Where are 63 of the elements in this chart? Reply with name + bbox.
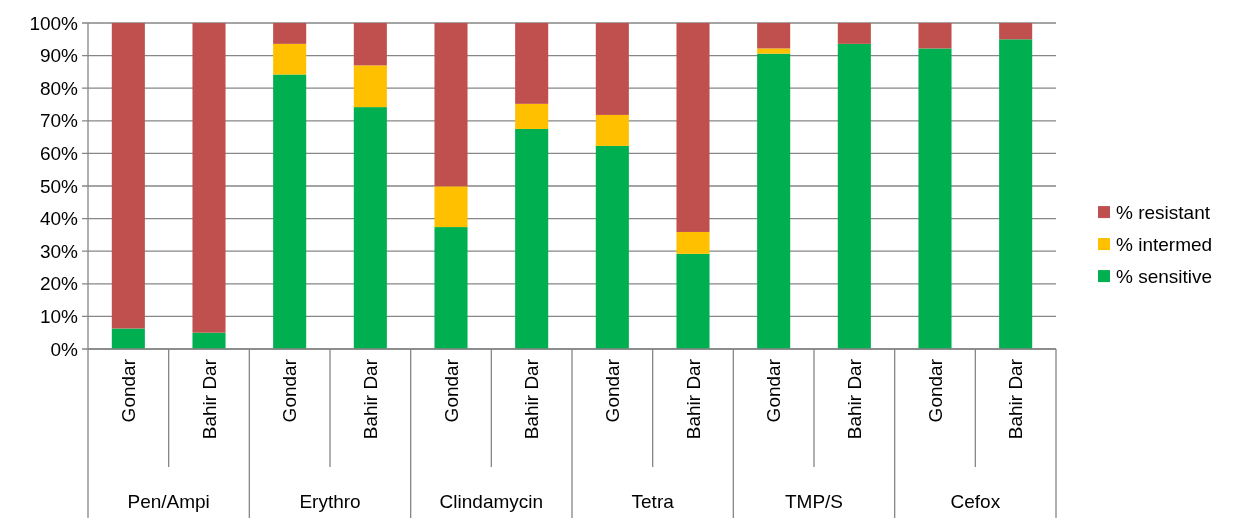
text: Tetra <box>631 491 675 512</box>
bar <box>837 43 871 349</box>
x-tick-label: Bahir Dar <box>521 358 543 440</box>
x-tick-label: Gondar <box>117 358 139 423</box>
x-tick-label: Bahir Dar <box>682 358 704 440</box>
x-tick-label: Bahir Dar <box>1005 358 1027 440</box>
bar <box>111 23 145 329</box>
bar <box>918 48 952 349</box>
bar <box>757 48 791 54</box>
x-tick-label: Gondar <box>279 358 301 423</box>
text: Cefox <box>950 491 1001 512</box>
text: Erythro <box>299 491 361 512</box>
bar <box>757 53 791 349</box>
bar <box>676 231 710 254</box>
legend-label: % intermed <box>1116 233 1213 255</box>
x-tick-label: Bahir Dar <box>198 358 220 440</box>
bar <box>676 253 710 349</box>
y-tick-label: 80% <box>39 77 79 99</box>
bar <box>434 23 468 187</box>
y-tick-label: 100% <box>29 12 79 34</box>
x-tick-label: Gondar <box>924 358 946 423</box>
bar <box>515 128 549 349</box>
bar <box>192 332 226 349</box>
bar <box>757 23 791 49</box>
legend-label: % resistant <box>1116 201 1211 223</box>
text: TMP/S <box>784 491 844 512</box>
bar <box>273 74 307 349</box>
bar <box>434 186 468 228</box>
legend-label: % sensitive <box>1116 265 1213 287</box>
x-tick-label: Bahir Dar <box>359 358 381 440</box>
x-tick-label: Bahir Dar <box>843 358 865 440</box>
bar <box>676 23 710 232</box>
bar <box>353 65 387 108</box>
bar <box>273 23 307 44</box>
bar <box>999 39 1033 349</box>
bar <box>192 23 226 333</box>
bar <box>273 43 307 75</box>
bar <box>595 114 629 146</box>
bar <box>837 23 871 44</box>
y-tick-label: 30% <box>39 240 79 262</box>
y-tick-label: 40% <box>39 208 79 230</box>
x-tick-label: Gondar <box>601 358 623 423</box>
bar <box>595 145 629 349</box>
x-tick-label: Gondar <box>440 358 462 423</box>
bar <box>111 328 145 349</box>
y-tick-label: 20% <box>39 273 79 295</box>
bar <box>515 103 549 129</box>
bar <box>353 23 387 66</box>
y-tick-label: 60% <box>39 143 79 165</box>
text: Pen/Ampi <box>127 491 210 512</box>
y-tick-label: 90% <box>39 45 79 67</box>
bar <box>434 227 468 349</box>
bar <box>918 23 952 49</box>
bar <box>515 23 549 104</box>
y-tick-label: 50% <box>39 175 79 197</box>
bar <box>999 23 1033 40</box>
y-tick-label: 70% <box>39 110 79 132</box>
x-tick-label: Gondar <box>763 358 785 423</box>
y-tick-label: 0% <box>50 338 79 360</box>
bar <box>595 23 629 115</box>
y-tick-label: 10% <box>39 306 79 328</box>
text: Clindamycin <box>439 491 544 512</box>
bar <box>353 107 387 349</box>
